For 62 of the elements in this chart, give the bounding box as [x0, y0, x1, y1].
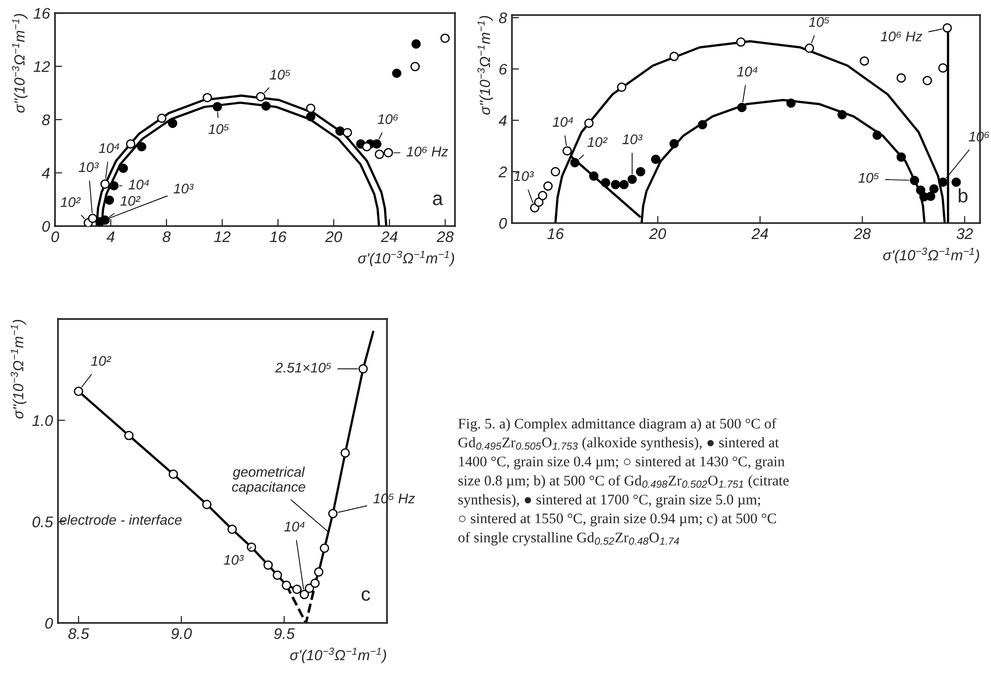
- y-tick-label: 4: [498, 115, 507, 126]
- x-tick-label: 28: [436, 231, 454, 242]
- x-tick-label: 8: [162, 231, 171, 242]
- x-tick-label: 16: [547, 228, 564, 240]
- y-tick-label: 0: [499, 218, 507, 229]
- annotation: 10⁶: [378, 114, 398, 124]
- text: Fig. 5. a) Complex admittance diagram a) at 500 °C of Gd$_{0.495}$Zr$_{0.505}$O$_{1.753}$ (alkoxide synthesis), ● sintered at 1400 °C, grain size 0.4 µm; ○ sintered at 1430 °C, grain size 0.8 µm; b) at 500 °C of Gd$_{0.498}$Zr$_{0.502}$O$_{1.751}$ (citrate synthesis), ● sintered at 1700 °C, grain size 5.0 µm; ○ sintered at 1550 °C, grain size 0.94 µm; c) at 500 °C of single crystalline Gd$_{0.52}$Zr$_{0.48}$O$_{1.74}$: [458, 418, 789, 546]
- x-tick-label: 28: [854, 228, 871, 240]
- x-tick-label: 20: [325, 231, 342, 242]
- x-tick-label: 24: [380, 231, 398, 242]
- annotation: 10²: [120, 196, 140, 206]
- annotation: 10²: [587, 137, 608, 147]
- annotation: 10⁴: [284, 522, 305, 532]
- x-axis-title: σ'(10$^{−3}$Ω$^{−1}$m$^{−1}$): [290, 648, 386, 664]
- y-axis-title: σ''(10$^{−3}$Ω$^{−1}$m$^{−1}$): [12, 14, 28, 113]
- annotation: 10³: [78, 162, 99, 172]
- annotation: 10⁵: [858, 172, 879, 183]
- x-axis-title: σ'(10$^{−3}$Ω$^{−1}$m$^{−1}$): [883, 248, 980, 264]
- annotation: 10³: [224, 554, 244, 565]
- annotation: a: [432, 194, 443, 206]
- annotation: 10⁵: [208, 124, 229, 134]
- annotation: 10³: [514, 171, 534, 182]
- y-tick-label: 2: [498, 166, 507, 178]
- y-tick-label: 8: [498, 12, 507, 24]
- annotation: 10⁶ Hz: [880, 32, 922, 42]
- x-axis-title: σ'(10$^{−3}$Ω$^{−1}$m$^{−1}$): [358, 250, 454, 266]
- x-tick-label: 9.5: [274, 628, 295, 640]
- x-tick-label: 12: [214, 231, 231, 242]
- annotation: electrode - interface: [60, 514, 182, 525]
- annotation: 10⁴: [128, 180, 149, 190]
- x-tick-label: 4: [106, 232, 114, 242]
- annotation: 10²: [91, 356, 112, 366]
- x-tick-label: 9.0: [171, 628, 192, 640]
- annotation: 10³: [174, 184, 194, 194]
- y-tick-label: 6: [499, 64, 508, 75]
- annotation: 10³: [622, 134, 643, 144]
- y-axis-title: σ''(10$^{−3}$Ω$^{−1}$m$^{−1}$): [10, 320, 26, 419]
- annotation: 10⁵: [808, 17, 830, 27]
- annotation: 10⁴: [552, 116, 573, 127]
- y-tick-label: 0: [42, 220, 50, 232]
- y-tick-label: 12: [34, 61, 50, 72]
- annotation: 10⁴: [737, 66, 758, 76]
- y-tick-label: 8: [42, 114, 50, 126]
- y-tick-label: 0: [45, 618, 53, 629]
- x-tick-label: 20: [649, 228, 666, 240]
- annotation: 10⁶ Hz: [406, 146, 448, 156]
- annotation: b: [958, 188, 968, 203]
- x-tick-label: 16: [270, 231, 286, 242]
- annotation: 10²: [60, 197, 81, 208]
- y-tick-label: 16: [34, 8, 50, 19]
- annotation: geometrical capacitance: [232, 466, 306, 495]
- annotation: 10⁵: [270, 70, 290, 80]
- x-tick-label: 24: [751, 228, 768, 239]
- annotation: 10⁴: [98, 143, 120, 154]
- annotation: 2.51×10⁵: [275, 362, 332, 373]
- y-tick-label: 0.5: [32, 516, 54, 528]
- x-tick-label: 32: [956, 228, 973, 240]
- y-axis-title: σ''(10$^{−3}$Ω$^{−1}$m$^{−1}$): [477, 16, 493, 115]
- y-tick-label: 1.0: [32, 415, 53, 426]
- x-tick-label: 8.5: [68, 628, 90, 640]
- y-tick-label: 4: [42, 168, 50, 178]
- annotation: c: [362, 590, 370, 601]
